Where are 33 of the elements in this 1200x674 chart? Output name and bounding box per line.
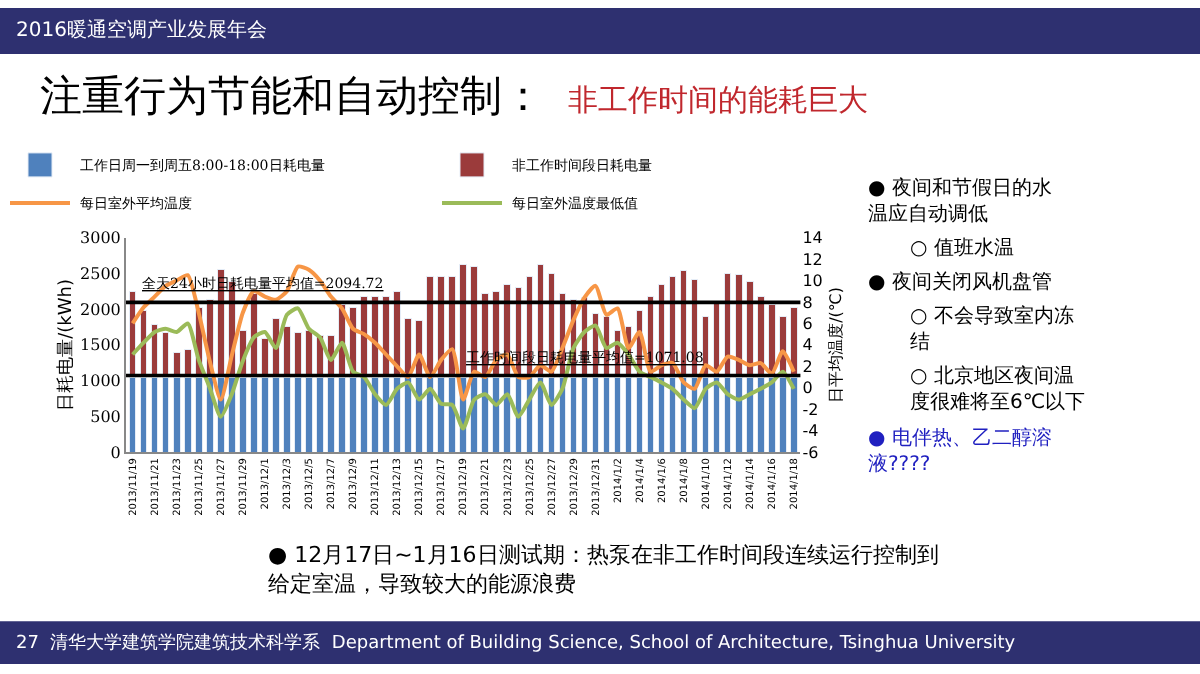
text: ○ 不会导致室内冻结 <box>910 304 1074 354</box>
y-tick-label: 3000 <box>80 229 121 248</box>
line-series <box>130 306 796 431</box>
y2-tick-label: 0 <box>802 379 813 398</box>
text: ○ 值班水温 <box>910 236 1014 260</box>
text: ○ 北京地区夜间温度很难将至6℃以下 <box>910 364 1086 414</box>
y2-tick-label: -6 <box>802 443 819 462</box>
chart-title: 注重行为节能和自动控制： <box>40 72 544 120</box>
chart-subtitle: 非工作时间的能耗巨大 <box>568 82 868 118</box>
text: 27 清华大学建筑学院建筑技术科学系 Department of Building Science, School of Architecture, Tsinghua University <box>16 632 1017 654</box>
line-series <box>130 264 796 402</box>
y2-tick-label: -2 <box>802 400 819 419</box>
y-tick-label: 1500 <box>80 336 121 355</box>
text: ● 12月17日~1月16日测试期：热泵在非工作时间段连续运行控制到给定室温，导致较大的能源浪费 <box>268 542 939 597</box>
y2-tick-label: 6 <box>802 315 813 333</box>
y2-tick-label: 4 <box>802 336 813 355</box>
y2-tick-label: 10 <box>802 272 823 291</box>
y-tick-label: 1000 <box>80 372 121 391</box>
y2-tick-label: 2 <box>802 357 813 376</box>
text: 2016暖通空调产业发展年会 <box>16 18 267 42</box>
y2-tick-label: 14 <box>802 229 823 248</box>
y2-axis-title: 日平均温度/(℃) <box>826 286 845 403</box>
text: ● 电伴热、乙二醇溶液???? <box>868 426 1052 476</box>
y-tick-label: 500 <box>90 407 121 426</box>
y-tick-label: 2500 <box>80 264 121 283</box>
y-axis-title: 日耗电量/(kWh) <box>54 278 77 411</box>
text: ● 夜间关闭风机盘管 <box>868 270 1052 294</box>
text: ● 夜间和节假日的水温应自动调低 <box>868 176 1052 226</box>
y-tick-label: 0 <box>110 443 121 462</box>
y2-tick-label: 8 <box>802 293 813 312</box>
y2-tick-label: -4 <box>802 422 819 441</box>
y-tick-label: 2000 <box>80 300 121 319</box>
y2-tick-label: 12 <box>802 250 823 269</box>
